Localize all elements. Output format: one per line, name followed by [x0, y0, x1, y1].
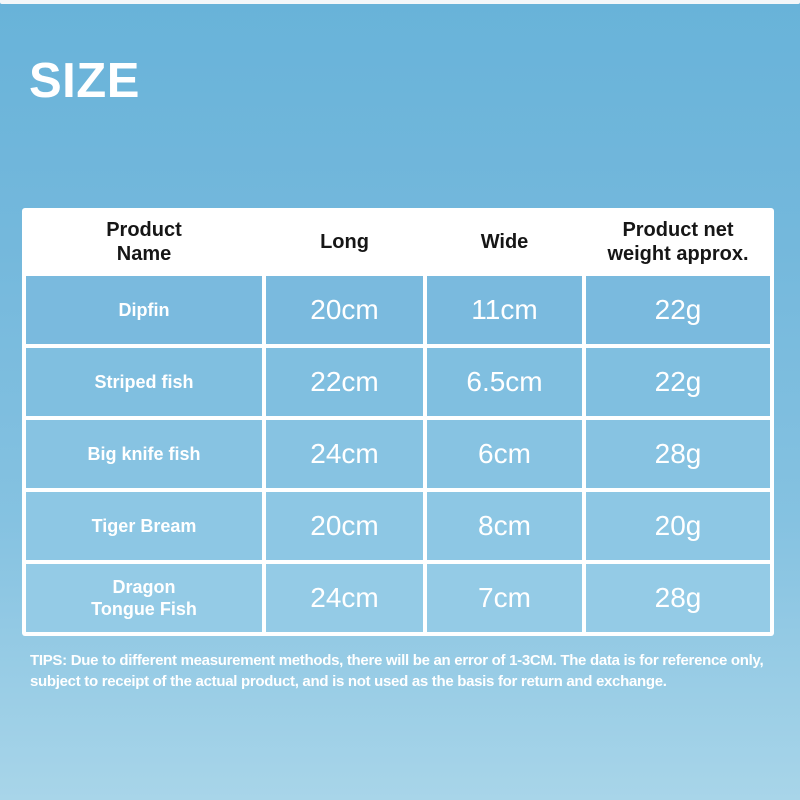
long-cell: 24cm [266, 564, 423, 632]
product-name-cell: Big knife fish [26, 420, 262, 488]
product-name-cell: Dipfin [26, 276, 262, 344]
wide-cell: 8cm [427, 492, 582, 560]
header-weight: Product net weight approx. [586, 212, 770, 272]
header-product-name: Product Name [26, 212, 262, 272]
weight-cell: 22g [586, 276, 770, 344]
product-name-cell: Striped fish [26, 348, 262, 416]
long-cell: 20cm [266, 492, 423, 560]
product-name-cell: Tiger Bream [26, 492, 262, 560]
header-long: Long [266, 212, 423, 272]
tips-note: TIPS: Due to different measurement metho… [30, 652, 764, 690]
long-cell: 20cm [266, 276, 423, 344]
weight-cell: 22g [586, 348, 770, 416]
top-edge-strip [0, 0, 800, 4]
product-name-cell: Dragon Tongue Fish [26, 564, 262, 632]
wide-cell: 7cm [427, 564, 582, 632]
long-cell: 24cm [266, 420, 423, 488]
page-title: SIZE [29, 54, 140, 108]
wide-cell: 11cm [427, 276, 582, 344]
weight-cell: 20g [586, 492, 770, 560]
wide-cell: 6.5cm [427, 348, 582, 416]
long-cell: 22cm [266, 348, 423, 416]
weight-cell: 28g [586, 564, 770, 632]
header-wide: Wide [427, 212, 582, 272]
wide-cell: 6cm [427, 420, 582, 488]
weight-cell: 28g [586, 420, 770, 488]
size-table: Product Name Long Wide Product net weigh… [22, 208, 774, 636]
